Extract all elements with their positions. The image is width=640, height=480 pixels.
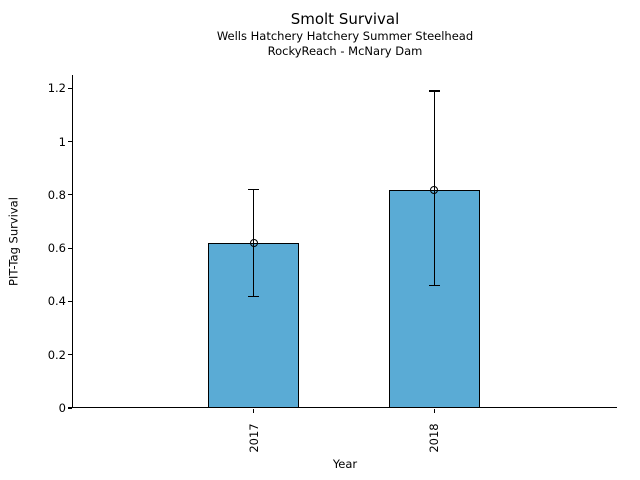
y-tick-label: 0.6: [47, 241, 66, 256]
mean-marker-2018: [430, 185, 439, 194]
chart-title-block: Smolt Survival Wells Hatchery Hatchery S…: [45, 10, 640, 59]
chart-subtitle-1: Wells Hatchery Hatchery Summer Steelhead: [216, 29, 474, 43]
y-tick: [68, 194, 72, 196]
plot-area: [72, 75, 617, 408]
error-cap-bottom-2017: [248, 295, 260, 297]
y-axis-label: PIT-Tag Survival: [6, 197, 21, 286]
y-tick: [68, 141, 72, 143]
error-cap-top-2018: [428, 90, 440, 92]
y-tick: [68, 407, 72, 409]
y-tick-label: 1.2: [47, 81, 66, 96]
chart-title: Smolt Survival: [290, 10, 400, 28]
x-tick-label-2017: 2017: [246, 423, 261, 453]
chart-subtitle-2: RockyReach - McNary Dam: [267, 44, 423, 58]
x-axis-label: Year: [332, 457, 358, 471]
y-tick-label: 0.8: [47, 187, 66, 202]
error-cap-top-2017: [248, 188, 260, 191]
y-tick-label: 0.4: [47, 294, 66, 309]
y-tick: [68, 87, 72, 89]
y-tick-label: 0: [58, 401, 66, 415]
y-tick: [68, 247, 72, 249]
x-tick-2017: [253, 408, 255, 413]
y-tick-label: 1: [58, 134, 66, 149]
x-tick-2018: [433, 408, 435, 413]
x-tick-label-2018: 2018: [427, 423, 442, 453]
error-cap-bottom-2018: [428, 284, 440, 287]
y-tick: [68, 300, 72, 303]
mean-marker-2017: [249, 238, 258, 247]
y-tick-label: 0.2: [47, 347, 66, 362]
y-tick: [68, 354, 72, 356]
